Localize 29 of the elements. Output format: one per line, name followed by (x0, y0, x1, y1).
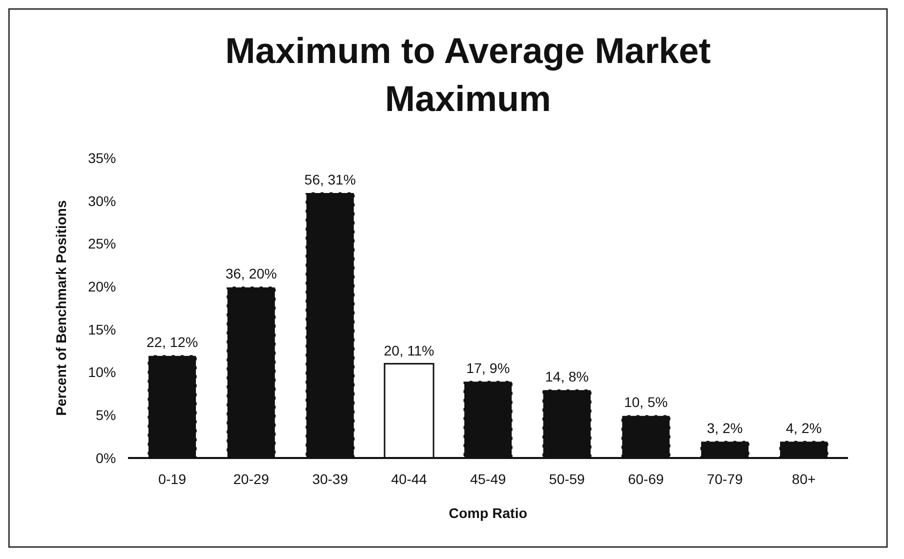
x-tick-label: 45-49 (470, 471, 506, 487)
data-label: 3, 2% (706, 420, 743, 436)
y-tick-label: 25% (88, 236, 116, 252)
x-tick-label: 80+ (792, 471, 816, 487)
chart-title: Maximum to Average Market Maximum (225, 30, 711, 119)
x-tick-label: 30-39 (312, 471, 348, 487)
y-tick-label: 20% (88, 278, 116, 294)
y-tick-label: 35% (88, 150, 116, 166)
y-tick-label: 0% (96, 450, 116, 466)
x-axis-title: Comp Ratio (448, 505, 528, 521)
x-tick-label: 70-79 (706, 471, 743, 487)
data-label: 14, 8% (545, 368, 589, 384)
x-tick-label: 40-44 (391, 471, 428, 487)
data-label: 20, 11% (384, 342, 434, 359)
data-label: 56, 31% (304, 171, 356, 188)
data-label: 36, 20% (225, 266, 277, 282)
x-tick-label: 20-29 (233, 471, 270, 487)
data-label: 4, 2% (786, 420, 822, 436)
data-label: 17, 9% (466, 360, 510, 376)
data-label: 22, 12% (146, 334, 198, 350)
x-tick-label: 0-19 (158, 471, 186, 487)
x-tick-label: 60-69 (628, 471, 664, 487)
y-tick-label: 10% (88, 364, 116, 380)
x-tick-label: 50-59 (549, 471, 586, 487)
y-tick-label: 30% (88, 192, 116, 209)
y-tick-label: 15% (88, 321, 116, 338)
y-tick-label: 5% (96, 407, 116, 424)
y-axis-title: Percent of Benchmark Positions (53, 200, 69, 416)
data-label: 10, 5% (624, 394, 668, 410)
